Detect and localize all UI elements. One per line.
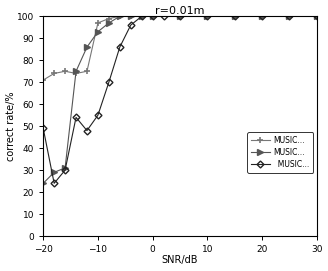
MUSIC... — [140, 15, 144, 18]
MUSIC... — [151, 15, 154, 18]
MUSIC... — [129, 15, 133, 18]
  MUSIC... — [52, 182, 56, 185]
  MUSIC... — [129, 24, 133, 27]
Line: MUSIC...: MUSIC... — [40, 13, 320, 83]
MUSIC... — [260, 15, 264, 18]
  MUSIC... — [85, 129, 89, 132]
MUSIC... — [260, 15, 264, 18]
MUSIC... — [233, 15, 236, 18]
MUSIC... — [287, 15, 291, 18]
MUSIC... — [287, 15, 291, 18]
  MUSIC... — [96, 114, 100, 117]
  MUSIC... — [178, 15, 182, 18]
MUSIC... — [315, 15, 319, 18]
  MUSIC... — [74, 116, 78, 119]
MUSIC... — [151, 15, 154, 18]
MUSIC... — [52, 72, 56, 75]
  MUSIC... — [140, 15, 144, 18]
  MUSIC... — [63, 169, 67, 172]
MUSIC... — [41, 182, 45, 185]
  MUSIC... — [205, 15, 209, 18]
MUSIC... — [85, 70, 89, 73]
MUSIC... — [129, 15, 133, 18]
  MUSIC... — [151, 15, 154, 18]
Title: r=0.01m: r=0.01m — [155, 6, 205, 15]
MUSIC... — [233, 15, 236, 18]
MUSIC... — [74, 72, 78, 75]
  MUSIC... — [287, 15, 291, 18]
  MUSIC... — [260, 15, 264, 18]
MUSIC... — [107, 17, 111, 20]
MUSIC... — [205, 15, 209, 18]
MUSIC... — [107, 21, 111, 25]
  MUSIC... — [162, 15, 166, 18]
MUSIC... — [63, 70, 67, 73]
MUSIC... — [52, 171, 56, 174]
MUSIC... — [140, 15, 144, 18]
Line:   MUSIC...: MUSIC... — [41, 14, 319, 186]
  MUSIC... — [41, 127, 45, 130]
MUSIC... — [205, 15, 209, 18]
MUSIC... — [63, 166, 67, 170]
MUSIC... — [118, 15, 122, 18]
MUSIC... — [96, 30, 100, 33]
Y-axis label: correct rate/%: correct rate/% — [6, 91, 15, 161]
  MUSIC... — [233, 15, 236, 18]
  MUSIC... — [315, 15, 319, 18]
MUSIC... — [41, 78, 45, 82]
MUSIC... — [74, 70, 78, 73]
Legend: MUSIC..., MUSIC...,   MUSIC...: MUSIC..., MUSIC..., MUSIC... — [247, 132, 313, 173]
MUSIC... — [96, 21, 100, 25]
MUSIC... — [118, 15, 122, 18]
MUSIC... — [315, 15, 319, 18]
X-axis label: SNR/dB: SNR/dB — [162, 256, 198, 265]
Line: MUSIC...: MUSIC... — [40, 14, 319, 186]
MUSIC... — [85, 46, 89, 49]
  MUSIC... — [107, 80, 111, 84]
  MUSIC... — [118, 46, 122, 49]
MUSIC... — [178, 15, 182, 18]
MUSIC... — [178, 15, 182, 18]
